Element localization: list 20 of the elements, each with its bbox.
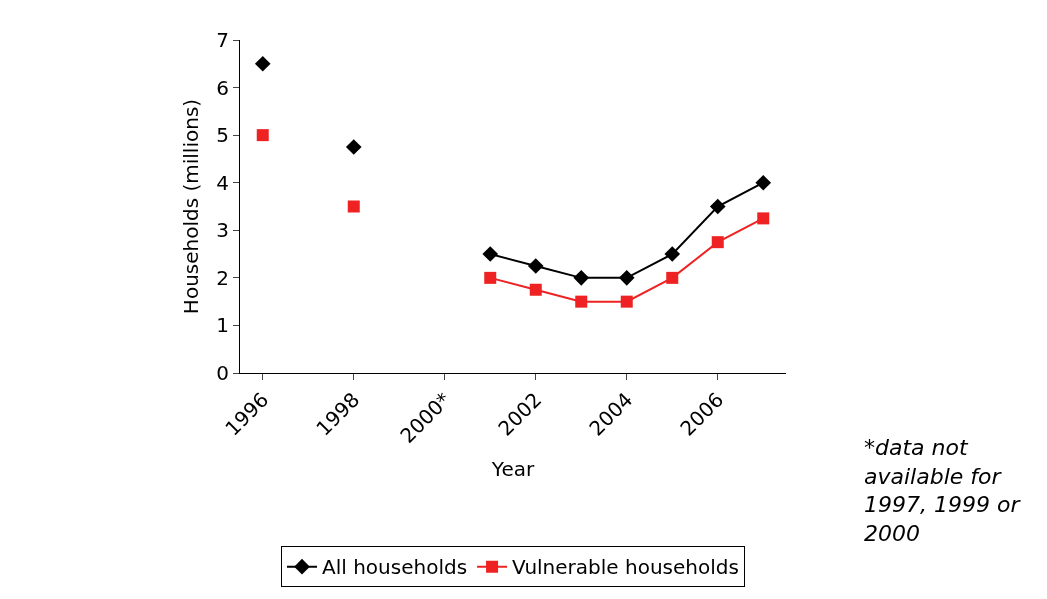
legend-label: Vulnerable households bbox=[512, 555, 739, 580]
y-tick-label: 4 bbox=[216, 170, 229, 195]
y-tick-label: 7 bbox=[216, 28, 229, 52]
y-tick-label: 0 bbox=[216, 361, 229, 385]
text: *data not available for 1997, 1999 or 2000 bbox=[864, 435, 1022, 546]
y-tick-label: 6 bbox=[216, 75, 229, 100]
point bbox=[345, 139, 362, 155]
legend-label: All households bbox=[322, 555, 468, 580]
y-axis-title: Households (millions) bbox=[178, 98, 203, 315]
x-axis-title: Year bbox=[490, 457, 535, 482]
y-tick-label: 5 bbox=[216, 123, 229, 148]
point bbox=[256, 129, 269, 142]
point bbox=[575, 295, 588, 308]
y-tick-label: 1 bbox=[216, 313, 229, 338]
point bbox=[620, 295, 633, 308]
y-tick-label: 3 bbox=[216, 218, 229, 243]
point bbox=[347, 200, 360, 213]
y-tick-label: 2 bbox=[216, 265, 229, 290]
point bbox=[529, 283, 542, 296]
point bbox=[254, 55, 271, 72]
